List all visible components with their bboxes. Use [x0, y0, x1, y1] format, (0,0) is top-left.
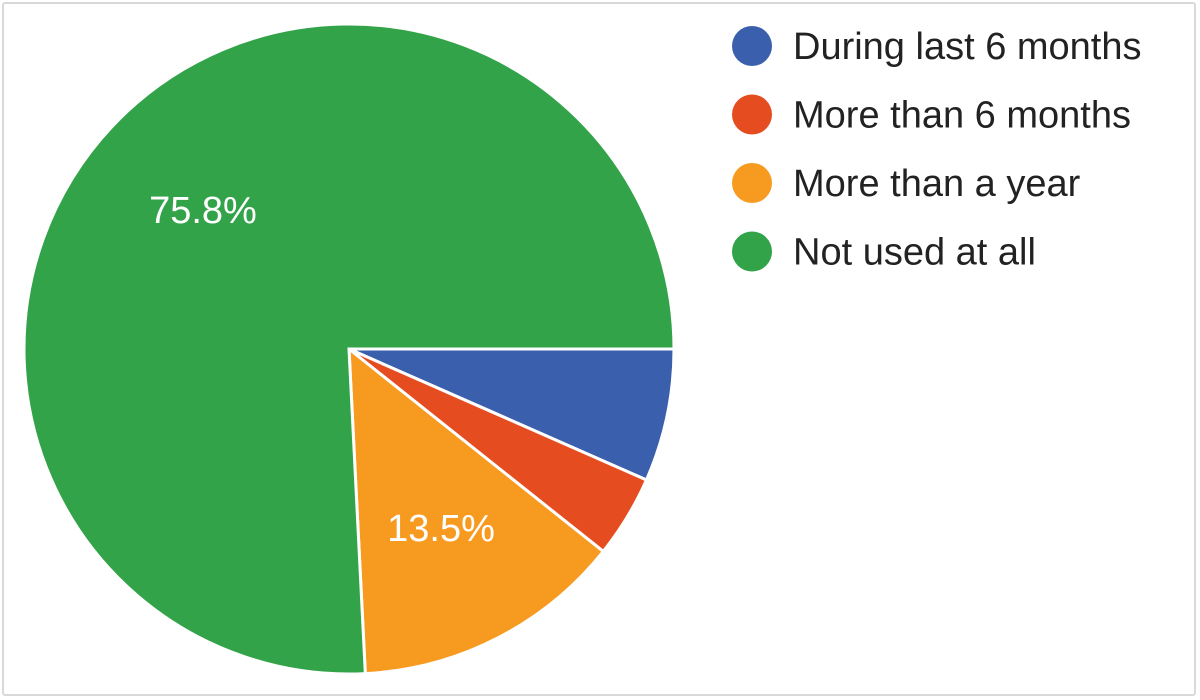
legend-marker: [732, 26, 772, 66]
legend-marker: [732, 94, 772, 135]
legend-label: More than a year: [793, 163, 1081, 205]
pie-slice: [22, 22, 676, 676]
legend-label: Not used at all: [793, 232, 1036, 274]
slice-data-label: 13.5%: [387, 508, 495, 550]
pie-slice: [347, 345, 606, 676]
legend-marker: [732, 231, 772, 272]
slice-data-label: 75.8%: [149, 190, 257, 232]
pie-slice: [348, 347, 676, 482]
legend-marker: [732, 163, 772, 203]
legend-label: More than 6 months: [793, 95, 1131, 137]
legend-label: During last 6 months: [793, 26, 1142, 68]
